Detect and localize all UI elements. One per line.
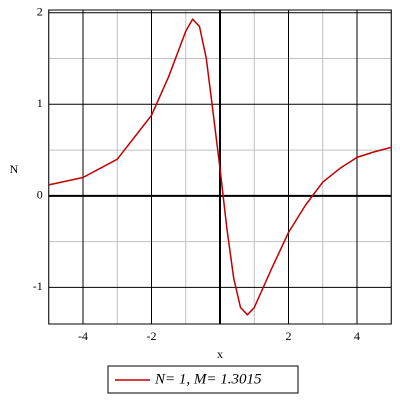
- y-tick-label: -1: [33, 279, 43, 293]
- legend-label: N= 1, M= 1.3015: [154, 371, 262, 387]
- x-axis-label: x: [217, 347, 223, 361]
- x-tick-label: 4: [354, 329, 360, 343]
- x-tick-label: 2: [286, 329, 292, 343]
- y-tick-label: 2: [37, 4, 43, 18]
- plot-frame: [48, 9, 392, 325]
- y-tick-label: 1: [37, 96, 43, 110]
- y-tick-label: 0: [37, 188, 43, 202]
- data-line: [48, 18, 392, 316]
- x-tick-label: -4: [78, 329, 88, 343]
- x-tick-label: -2: [147, 329, 157, 343]
- y-axis-label: N: [10, 162, 19, 176]
